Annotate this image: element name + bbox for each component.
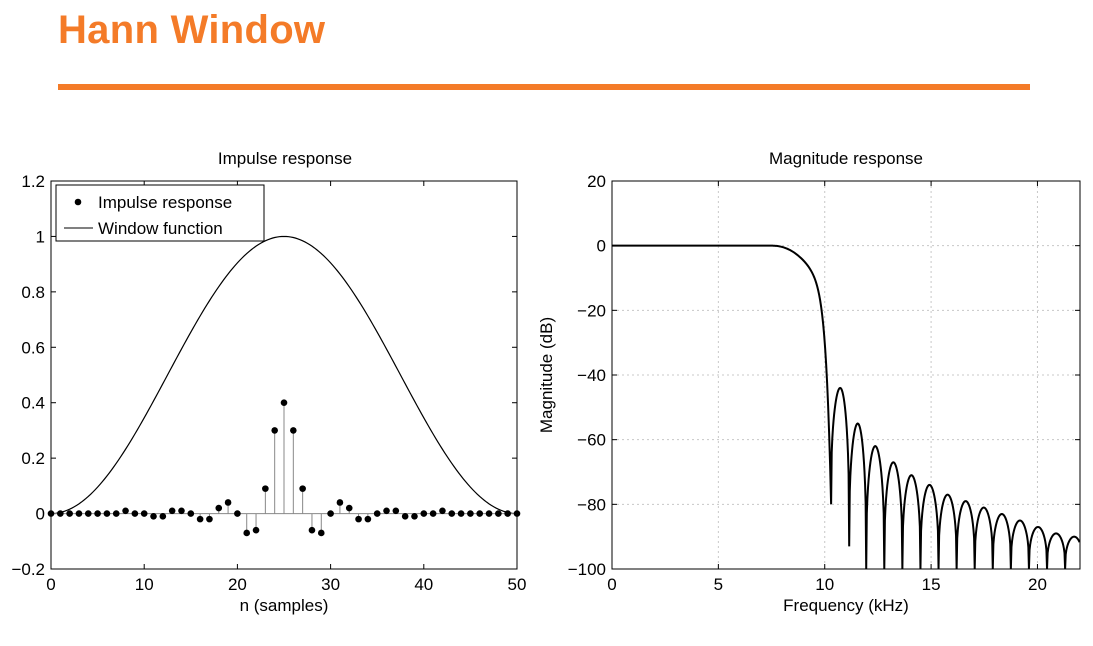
window-function-line	[50, 235, 518, 515]
legend-marker-impulse	[74, 198, 82, 206]
impulse-point	[373, 510, 381, 517]
impulse-chart-title: Impulse response	[218, 149, 352, 168]
impulse-point	[280, 399, 288, 407]
impulse-point	[252, 526, 260, 534]
impulse-point	[150, 513, 157, 520]
impulse-point	[383, 507, 390, 515]
magnitude-x-axis-label: Frequency (kHz)	[783, 596, 909, 615]
y-tick-label: 0	[597, 237, 606, 256]
impulse-point	[196, 515, 204, 523]
y-tick-label: 0.8	[21, 283, 45, 302]
impulse-point	[457, 510, 465, 517]
y-tick-label: 0.4	[21, 394, 45, 413]
y-tick-label: 0	[36, 505, 45, 524]
impulse-point	[75, 510, 83, 517]
impulse-point	[467, 510, 474, 517]
impulse-point	[448, 510, 456, 517]
x-tick-label: 20	[1028, 575, 1047, 594]
x-tick-label: 20	[228, 575, 247, 594]
impulse-response-chart: Impulse response 0 10 20 30 40 50−0.200.20.40…	[11, 149, 526, 615]
impulse-point	[94, 510, 101, 517]
impulse-point	[224, 499, 232, 506]
legend-box	[55, 184, 265, 242]
x-tick-label: 10	[135, 575, 154, 594]
impulse-point	[290, 427, 297, 434]
impulse-point	[420, 510, 428, 517]
x-tick-label: 0	[46, 575, 55, 594]
y-tick-label: 0.2	[21, 449, 45, 468]
x-tick-label: 40	[414, 575, 433, 594]
y-tick-label: −40	[577, 366, 606, 385]
impulse-point	[355, 515, 362, 523]
impulse-point	[47, 510, 55, 517]
impulse-point	[159, 513, 167, 520]
impulse-point	[299, 485, 306, 492]
impulse-point	[271, 427, 278, 434]
y-tick-label: −20	[577, 301, 606, 320]
impulse-point	[364, 515, 372, 523]
impulse-point	[317, 529, 325, 537]
x-tick-label: 30	[321, 575, 340, 594]
impulse-point	[439, 507, 446, 515]
x-tick-label: 15	[922, 575, 941, 594]
y-tick-label: −100	[568, 560, 606, 579]
impulse-point	[206, 515, 213, 523]
title-divider	[58, 84, 1030, 90]
impulse-point	[411, 513, 418, 520]
y-tick-label: 1	[36, 227, 45, 246]
y-tick-label: 20	[587, 172, 606, 191]
impulse-point	[262, 485, 269, 492]
legend-label-impulse: Impulse response	[98, 193, 232, 212]
impulse-point	[131, 510, 139, 517]
x-tick-label: 5	[714, 575, 723, 594]
impulse-point	[112, 510, 120, 517]
impulse-point	[234, 510, 241, 517]
magnitude-response-chart: Magnitude response 0 5 10 15 20 20 0 −20 −40 −60 −…	[537, 149, 1081, 615]
magnitude-y-axis-label: Magnitude (dB)	[537, 317, 556, 433]
y-tick-label: −60	[577, 431, 606, 450]
impulse-point	[392, 507, 400, 515]
y-tick-label: 0.6	[21, 338, 45, 357]
impulse-point	[140, 510, 148, 517]
impulse-point	[178, 507, 185, 515]
page-title: Hann Window	[58, 8, 326, 52]
impulse-point	[168, 507, 176, 515]
magnitude-plot-frame	[611, 180, 1081, 570]
impulse-point	[513, 510, 521, 517]
impulse-point	[345, 504, 353, 512]
impulse-point	[103, 510, 111, 517]
x-tick-label: 50	[508, 575, 527, 594]
legend-label-window: Window function	[98, 219, 223, 238]
x-tick-label: 0	[607, 575, 616, 594]
impulse-legend: Impulse response Window function	[55, 184, 265, 242]
y-tick-label: −0.2	[11, 560, 45, 579]
x-tick-label: 10	[815, 575, 834, 594]
impulse-point	[187, 510, 195, 517]
impulse-x-axis-label: n (samples)	[240, 596, 329, 615]
impulse-point	[401, 513, 409, 520]
y-tick-label: −80	[577, 495, 606, 514]
impulse-point	[327, 510, 334, 517]
magnitude-chart-title: Magnitude response	[769, 149, 923, 168]
impulse-point	[84, 510, 92, 517]
impulse-point	[308, 526, 316, 534]
y-tick-label: 1.2	[21, 172, 45, 191]
impulse-point	[122, 507, 129, 515]
impulse-point	[429, 510, 437, 517]
impulse-point	[243, 529, 251, 537]
impulse-point	[504, 510, 511, 517]
impulse-point	[495, 510, 502, 517]
impulse-point	[66, 510, 73, 517]
magnitude-response-line	[612, 244, 1080, 569]
impulse-point	[336, 499, 344, 506]
impulse-point	[215, 504, 223, 512]
impulse-point	[485, 510, 493, 517]
impulse-point	[476, 510, 484, 517]
impulse-point	[57, 510, 64, 517]
